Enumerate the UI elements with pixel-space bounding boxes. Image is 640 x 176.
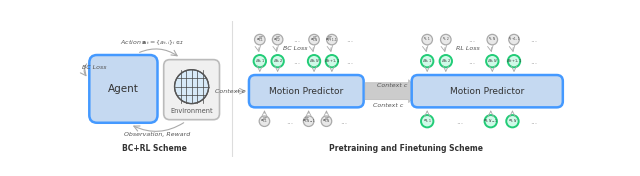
Circle shape xyxy=(487,34,497,45)
Circle shape xyxy=(422,34,433,45)
Text: $a_{t,2}^{GT}$: $a_{t,2}^{GT}$ xyxy=(273,34,282,45)
Text: ...: ... xyxy=(346,35,353,44)
Text: $a_{t+1,1}$: $a_{t+1,1}$ xyxy=(324,58,340,65)
Text: $a_{t,N}^{GT}$: $a_{t,N}^{GT}$ xyxy=(310,34,319,45)
Text: $a_{t,N-1}^{GT}$: $a_{t,N-1}^{GT}$ xyxy=(302,116,316,127)
Text: ...: ... xyxy=(293,57,301,66)
Text: ...: ... xyxy=(340,117,347,126)
Text: Motion Predictor: Motion Predictor xyxy=(269,87,344,96)
Text: Environment: Environment xyxy=(170,108,213,114)
FancyBboxPatch shape xyxy=(164,60,220,120)
Circle shape xyxy=(253,55,266,67)
Text: Context c: Context c xyxy=(377,83,407,87)
Circle shape xyxy=(440,55,452,67)
Circle shape xyxy=(326,55,338,67)
Circle shape xyxy=(175,70,209,104)
Circle shape xyxy=(486,55,499,67)
Circle shape xyxy=(326,34,337,45)
Circle shape xyxy=(255,34,265,45)
Text: $r_{t,2}$: $r_{t,2}$ xyxy=(442,36,449,43)
Text: $a_{t,1}$: $a_{t,1}$ xyxy=(422,118,432,125)
Text: $a_{t+1,1}^{GT}$: $a_{t+1,1}^{GT}$ xyxy=(325,34,339,45)
Text: ...: ... xyxy=(285,117,293,126)
Text: ...: ... xyxy=(346,57,353,66)
Text: $a_{t,1}^{GT}$: $a_{t,1}^{GT}$ xyxy=(255,34,264,45)
Circle shape xyxy=(308,55,320,67)
Text: $r_{t,N}$: $r_{t,N}$ xyxy=(488,36,496,43)
Text: $a_{t,1}$: $a_{t,1}$ xyxy=(422,58,432,65)
Circle shape xyxy=(484,115,497,127)
FancyArrow shape xyxy=(365,80,418,103)
Text: BC+RL Scheme: BC+RL Scheme xyxy=(122,144,187,153)
Circle shape xyxy=(506,115,518,127)
Text: $r_{t+1,1}$: $r_{t+1,1}$ xyxy=(508,36,520,43)
Text: Context c: Context c xyxy=(372,103,403,108)
Text: Observation, Reward: Observation, Reward xyxy=(124,132,191,137)
Text: $a_{t,N}$: $a_{t,N}$ xyxy=(508,118,517,125)
Text: ...: ... xyxy=(530,35,537,44)
Text: ...: ... xyxy=(293,35,301,44)
Circle shape xyxy=(271,55,284,67)
Text: RL Loss: RL Loss xyxy=(456,46,479,51)
Text: Pretraining and Finetuning Scheme: Pretraining and Finetuning Scheme xyxy=(329,144,483,153)
Text: BC Loss: BC Loss xyxy=(83,65,107,70)
Text: ...: ... xyxy=(530,117,537,126)
Circle shape xyxy=(421,55,433,67)
Text: Agent: Agent xyxy=(108,84,139,94)
FancyBboxPatch shape xyxy=(412,75,563,107)
Circle shape xyxy=(273,34,283,45)
Circle shape xyxy=(508,55,520,67)
Text: $a_{t,N}$: $a_{t,N}$ xyxy=(308,58,319,65)
Text: ...: ... xyxy=(456,117,463,126)
Text: Context c: Context c xyxy=(215,89,245,94)
Text: $a_{t,2}$: $a_{t,2}$ xyxy=(273,58,283,65)
Text: Action $\mathbf{a}_t = \{a_{t,i}\}_{i \in \mathcal{I}}$: Action $\mathbf{a}_t = \{a_{t,i}\}_{i \i… xyxy=(120,39,184,47)
Circle shape xyxy=(421,115,433,127)
Text: $a_{t,N-1}$: $a_{t,N-1}$ xyxy=(483,118,499,125)
Circle shape xyxy=(440,34,451,45)
Text: $a_{t,N}$: $a_{t,N}$ xyxy=(487,58,498,65)
Circle shape xyxy=(303,116,314,126)
Text: $a_{t+1,1}$: $a_{t+1,1}$ xyxy=(506,58,522,65)
Text: ...: ... xyxy=(530,57,537,66)
Text: $a_{t,1}^{GT}$: $a_{t,1}^{GT}$ xyxy=(260,116,269,127)
Text: $r_{t,1}$: $r_{t,1}$ xyxy=(424,36,431,43)
Text: $a_{t,2}$: $a_{t,2}$ xyxy=(441,58,451,65)
Circle shape xyxy=(321,116,332,126)
Text: Motion Predictor: Motion Predictor xyxy=(450,87,524,96)
Text: BC Loss: BC Loss xyxy=(284,46,308,51)
Text: ...: ... xyxy=(468,57,475,66)
FancyBboxPatch shape xyxy=(249,75,364,107)
Circle shape xyxy=(308,34,319,45)
Circle shape xyxy=(259,116,269,126)
Text: $a_{t,1}$: $a_{t,1}$ xyxy=(255,58,265,65)
Text: ...: ... xyxy=(468,35,475,44)
FancyBboxPatch shape xyxy=(90,55,157,123)
Text: $a_{t,N}^{GT}$: $a_{t,N}^{GT}$ xyxy=(322,116,331,127)
Circle shape xyxy=(509,34,519,45)
